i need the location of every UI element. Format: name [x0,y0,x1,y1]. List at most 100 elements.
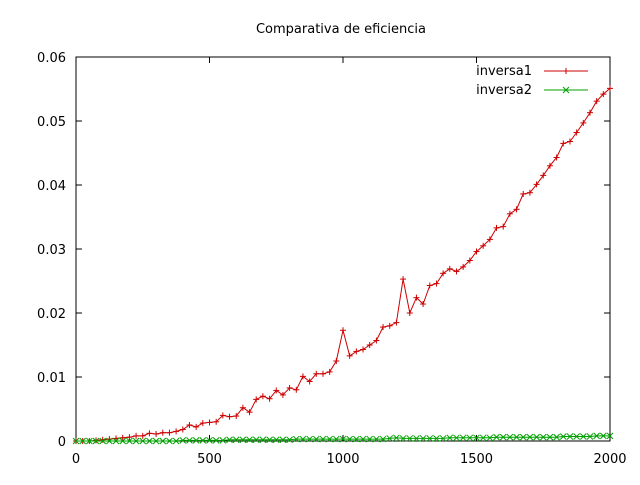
data-point-inversa1 [133,432,140,439]
data-point-inversa2 [579,433,587,440]
data-point-inversa1 [186,422,193,428]
data-point-inversa2 [206,437,213,444]
data-point-inversa1 [193,423,200,430]
legend-marker-inversa1 [563,68,569,74]
data-point-inversa2 [499,433,507,441]
data-point-inversa2 [426,435,434,442]
data-point-inversa2 [292,435,300,443]
data-point-inversa1 [573,129,580,136]
data-point-inversa1 [600,91,607,98]
data-point-inversa1 [480,242,487,249]
data-point-inversa2 [459,434,467,442]
data-point-inversa2 [212,437,220,444]
data-point-inversa2 [166,437,173,445]
data-point-inversa2 [85,437,93,445]
data-point-inversa2 [192,437,200,444]
data-point-inversa1 [206,419,213,426]
data-point-inversa1 [146,430,153,437]
data-point-inversa2 [513,433,520,441]
data-point-inversa2 [339,435,347,443]
data-point-inversa2 [159,437,167,445]
data-point-inversa1 [593,98,600,105]
data-point-inversa1 [319,370,326,377]
data-point-inversa2 [79,437,87,445]
data-point-inversa1 [400,276,407,283]
data-point-inversa2 [519,433,527,441]
data-point-inversa1 [253,396,260,403]
data-point-inversa2 [399,435,407,442]
data-point-inversa2 [106,437,113,445]
data-point-inversa1 [340,327,346,334]
data-point-inversa1 [360,346,367,353]
data-point-inversa1 [266,395,273,402]
data-point-inversa2 [146,437,153,445]
data-point-inversa1 [453,268,460,275]
legend-label-inversa1: inversa1 [476,64,532,79]
data-point-inversa2 [526,433,534,441]
y-tick-label: 0.02 [37,307,66,322]
data-point-inversa2 [239,436,247,444]
data-point-inversa1 [99,436,106,443]
data-point-inversa1 [486,236,493,243]
data-point-inversa2 [479,434,487,442]
data-point-inversa1 [580,119,587,126]
data-point-inversa2 [99,437,107,445]
data-point-inversa2 [366,435,374,443]
data-point-inversa1 [526,189,533,196]
data-point-inversa1 [233,413,240,420]
data-point-inversa1 [473,248,480,255]
data-point-inversa1 [353,348,360,355]
data-point-inversa1 [153,430,160,437]
y-tick-label: 0.05 [37,115,66,130]
data-point-inversa1 [420,301,427,308]
data-point-inversa2 [406,435,414,442]
data-point-inversa1 [413,294,420,301]
data-point-inversa1 [446,265,453,272]
data-point-inversa1 [159,429,166,436]
data-point-inversa1 [540,172,547,179]
data-point-inversa1 [380,324,387,331]
data-point-inversa1 [386,322,393,329]
data-point-inversa2 [226,436,233,444]
data-point-inversa1 [607,85,613,92]
x-tick-label: 2000 [593,452,626,467]
data-point-inversa2 [126,437,133,445]
data-point-inversa1 [213,418,220,425]
series-line-inversa1 [76,88,611,442]
data-point-inversa2 [186,437,193,444]
data-point-inversa2 [112,437,120,445]
data-point-inversa2 [606,432,614,440]
data-point-inversa1 [293,386,300,393]
y-tick-label: 0.06 [37,51,66,66]
data-point-inversa1 [299,373,306,380]
data-point-inversa2 [332,435,340,443]
data-point-inversa2 [359,435,367,443]
data-point-inversa2 [346,435,354,443]
data-point-inversa2 [279,436,287,444]
data-point-inversa2 [119,437,127,445]
data-point-inversa1 [366,342,373,348]
data-point-inversa1 [373,337,380,344]
data-point-inversa2 [72,437,80,445]
legend: inversa1 inversa2 [476,64,588,98]
data-point-inversa2 [179,437,187,444]
data-point-inversa1 [493,224,500,231]
data-point-inversa2 [486,434,494,442]
data-point-inversa1 [306,378,313,385]
legend-label-inversa2: inversa2 [476,83,532,98]
data-point-inversa2 [306,435,313,443]
data-point-inversa2 [433,435,440,442]
data-point-inversa1 [313,370,320,377]
data-point-inversa2 [446,434,454,442]
data-point-inversa2 [599,432,607,440]
data-point-inversa1 [179,426,186,433]
data-point-inversa1 [426,282,433,289]
data-point-inversa2 [319,435,327,443]
x-tick-label: 0 [72,452,80,467]
data-point-inversa2 [373,435,380,443]
data-point-inversa1 [460,263,467,270]
data-point-inversa2 [252,436,260,444]
y-tick-label: 0.04 [37,179,66,194]
data-point-inversa2 [352,435,360,443]
